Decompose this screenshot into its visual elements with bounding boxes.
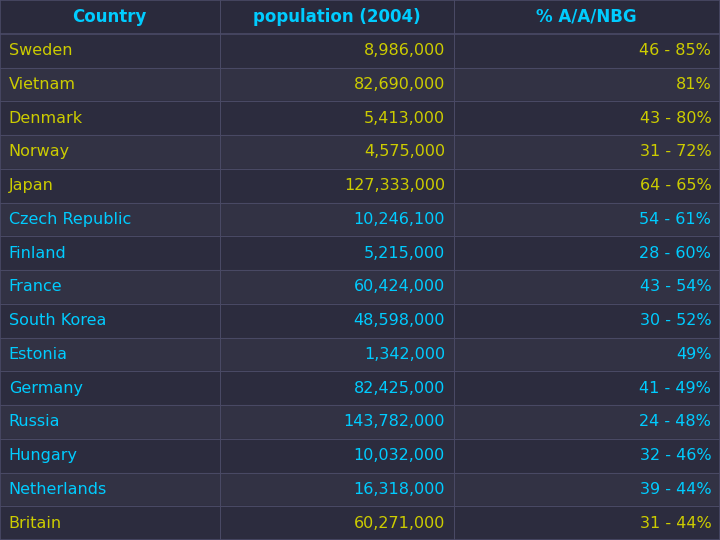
Text: Hungary: Hungary	[9, 448, 78, 463]
Text: Finland: Finland	[9, 246, 66, 261]
Text: 10,246,100: 10,246,100	[354, 212, 445, 227]
Text: 30 - 52%: 30 - 52%	[640, 313, 711, 328]
Bar	[0, 202, 720, 237]
Text: France: France	[9, 279, 62, 294]
Text: 81%: 81%	[675, 77, 711, 92]
Text: 48,598,000: 48,598,000	[354, 313, 445, 328]
Text: 31 - 44%: 31 - 44%	[639, 516, 711, 531]
Text: 43 - 54%: 43 - 54%	[640, 279, 711, 294]
Text: population (2004): population (2004)	[253, 8, 420, 26]
Bar	[0, 270, 720, 303]
Text: 82,690,000: 82,690,000	[354, 77, 445, 92]
Text: Vietnam: Vietnam	[9, 77, 76, 92]
Text: 28 - 60%: 28 - 60%	[639, 246, 711, 261]
Text: 54 - 61%: 54 - 61%	[639, 212, 711, 227]
Text: 16,318,000: 16,318,000	[354, 482, 445, 497]
Text: 49%: 49%	[676, 347, 711, 362]
Text: 60,424,000: 60,424,000	[354, 279, 445, 294]
Text: 32 - 46%: 32 - 46%	[640, 448, 711, 463]
Bar	[0, 168, 720, 202]
Text: 8,986,000: 8,986,000	[364, 43, 445, 58]
Bar	[0, 135, 720, 168]
Text: Netherlands: Netherlands	[9, 482, 107, 497]
Bar	[0, 68, 720, 102]
Text: 41 - 49%: 41 - 49%	[639, 381, 711, 396]
Text: 43 - 80%: 43 - 80%	[639, 111, 711, 126]
Text: Norway: Norway	[9, 144, 70, 159]
Bar	[0, 102, 720, 135]
Text: Britain: Britain	[9, 516, 62, 531]
Text: 143,782,000: 143,782,000	[343, 414, 445, 429]
Text: 5,413,000: 5,413,000	[364, 111, 445, 126]
Bar	[0, 372, 720, 405]
Text: 1,342,000: 1,342,000	[364, 347, 445, 362]
Text: Czech Republic: Czech Republic	[9, 212, 131, 227]
Bar	[0, 303, 720, 338]
Bar	[0, 472, 720, 507]
Text: Germany: Germany	[9, 381, 83, 396]
Bar	[0, 507, 720, 540]
Text: 5,215,000: 5,215,000	[364, 246, 445, 261]
Bar	[0, 338, 720, 372]
Text: 64 - 65%: 64 - 65%	[639, 178, 711, 193]
Text: Estonia: Estonia	[9, 347, 68, 362]
Text: Japan: Japan	[9, 178, 53, 193]
Text: Russia: Russia	[9, 414, 60, 429]
Text: % A/A/NBG: % A/A/NBG	[536, 8, 637, 26]
Text: Denmark: Denmark	[9, 111, 83, 126]
Text: 39 - 44%: 39 - 44%	[640, 482, 711, 497]
Bar	[0, 237, 720, 270]
Bar	[0, 405, 720, 438]
Text: 82,425,000: 82,425,000	[354, 381, 445, 396]
Bar	[0, 33, 720, 68]
Text: 24 - 48%: 24 - 48%	[639, 414, 711, 429]
Text: 127,333,000: 127,333,000	[344, 178, 445, 193]
Bar	[0, 0, 720, 33]
Text: 60,271,000: 60,271,000	[354, 516, 445, 531]
Text: 46 - 85%: 46 - 85%	[639, 43, 711, 58]
Bar	[0, 438, 720, 472]
Text: Sweden: Sweden	[9, 43, 72, 58]
Text: 4,575,000: 4,575,000	[364, 144, 445, 159]
Text: 10,032,000: 10,032,000	[354, 448, 445, 463]
Text: Country: Country	[73, 8, 147, 26]
Text: 31 - 72%: 31 - 72%	[639, 144, 711, 159]
Text: South Korea: South Korea	[9, 313, 106, 328]
